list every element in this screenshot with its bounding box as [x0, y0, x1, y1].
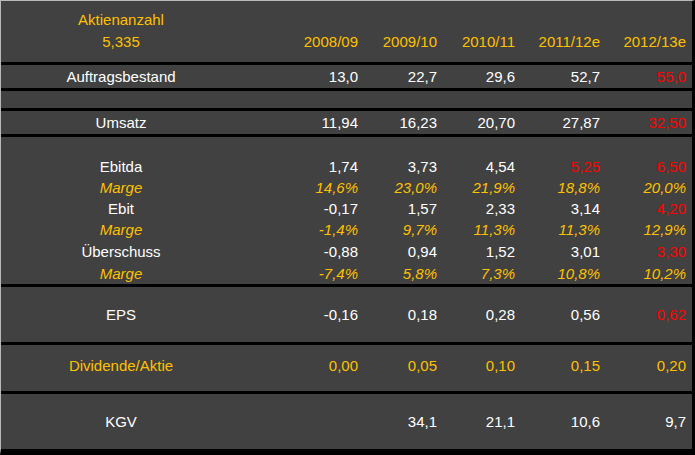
cell-value: 12,9% — [606, 221, 692, 238]
cell-value-estimate: 6,50 — [606, 158, 692, 175]
cell-value: 21,1 — [443, 413, 521, 430]
row-kgv: KGV 34,1 21,1 10,6 9,7 — [1, 413, 692, 430]
shares-label-row: Aktienanzahl — [1, 8, 692, 30]
cell-value: 23,0% — [364, 179, 443, 196]
cell-value: 0,94 — [364, 243, 443, 260]
cell-value: 11,94 — [241, 114, 364, 131]
financial-table-sheet: Aktienanzahl 5,335 2008/09 2009/10 2010/… — [0, 0, 695, 455]
cell-value: 0,56 — [521, 306, 606, 323]
row-eps: EPS -0,16 0,18 0,28 0,56 0,62 — [1, 306, 692, 323]
row-ueberschuss: Überschuss -0,88 0,94 1,52 3,01 3,30 — [1, 240, 692, 262]
cell-value: 10,2% — [606, 265, 692, 282]
cell-value: 34,1 — [364, 413, 443, 430]
cell-value: 3,14 — [521, 200, 606, 217]
row-ebit: Ebit -0,17 1,57 2,33 3,14 4,20 — [1, 198, 692, 219]
cell-value: -7,4% — [241, 265, 364, 282]
cell-value: 20,0% — [606, 179, 692, 196]
row-marge-ebitda: Marge 14,6% 23,0% 21,9% 18,8% 20,0% — [1, 177, 692, 198]
cell-value: 29,6 — [443, 68, 521, 85]
cell-value: 3,01 — [521, 243, 606, 260]
row-label: Ebitda — [1, 158, 241, 175]
cell-value: 0,20 — [606, 357, 692, 374]
cell-value: 21,9% — [443, 179, 521, 196]
cell-value: 16,23 — [364, 114, 443, 131]
cell-value: 22,7 — [364, 68, 443, 85]
cell-value: 7,3% — [443, 265, 521, 282]
row-dividende: Dividende/Aktie 0,00 0,05 0,10 0,15 0,20 — [1, 357, 692, 374]
row-ebitda: Ebitda 1,74 3,73 4,54 5,25 6,50 — [1, 156, 692, 177]
cell-value: 0,05 — [364, 357, 443, 374]
row-label: Überschuss — [1, 243, 241, 260]
row-marge-ebit: Marge -1,4% 9,7% 11,3% 11,3% 12,9% — [1, 219, 692, 240]
cell-value: 0,00 — [241, 357, 364, 374]
spacer-band — [1, 91, 692, 108]
row-label: KGV — [1, 413, 241, 430]
column-header-2012-13e: 2012/13e — [606, 33, 692, 50]
cell-value-estimate: 0,62 — [606, 306, 692, 323]
cell-value-estimate: 3,30 — [606, 243, 692, 260]
cell-value-estimate: 4,20 — [606, 200, 692, 217]
row-label: EPS — [1, 306, 241, 323]
cell-value: -0,88 — [241, 243, 364, 260]
cell-value: 27,87 — [521, 114, 606, 131]
cell-value: 1,74 — [241, 158, 364, 175]
shares-label: Aktienanzahl — [1, 11, 241, 28]
row-label: Dividende/Aktie — [1, 357, 241, 374]
row-label: Ebit — [1, 200, 241, 217]
section-kgv: KGV 34,1 21,1 10,6 9,7 — [1, 394, 692, 449]
column-header-2010-11: 2010/11 — [443, 33, 521, 50]
cell-value: -0,16 — [241, 306, 364, 323]
column-header-2009-10: 2009/10 — [364, 33, 443, 50]
cell-value: 11,3% — [521, 221, 606, 238]
cell-value-estimate: 32,50 — [606, 114, 692, 131]
cell-value: 1,57 — [364, 200, 443, 217]
row-umsatz: Umsatz 11,94 16,23 20,70 27,87 32,50 — [1, 111, 692, 134]
cell-value: 0,18 — [364, 306, 443, 323]
table-header: Aktienanzahl 5,335 2008/09 2009/10 2010/… — [1, 1, 692, 62]
row-label: Marge — [1, 221, 241, 238]
column-header-row: 5,335 2008/09 2009/10 2010/11 2011/12e 2… — [1, 30, 692, 52]
cell-value: 20,70 — [443, 114, 521, 131]
column-header-2008-09: 2008/09 — [241, 33, 364, 50]
cell-value: 14,6% — [241, 179, 364, 196]
cell-value: -1,4% — [241, 221, 364, 238]
column-header-2011-12e: 2011/12e — [521, 33, 606, 50]
cell-value: 4,54 — [443, 158, 521, 175]
cell-value: 2,33 — [443, 200, 521, 217]
shares-value: 5,335 — [1, 33, 241, 50]
cell-value: 9,7 — [606, 413, 692, 430]
cell-value: 0,10 — [443, 357, 521, 374]
cell-value: 3,73 — [364, 158, 443, 175]
section-eps: EPS -0,16 0,18 0,28 0,56 0,62 — [1, 287, 692, 342]
cell-value: 52,7 — [521, 68, 606, 85]
cell-value: 0,28 — [443, 306, 521, 323]
row-marge-ueberschuss: Marge -7,4% 5,8% 7,3% 10,8% 10,2% — [1, 262, 692, 284]
row-label: Umsatz — [1, 114, 241, 131]
row-label: Marge — [1, 265, 241, 282]
cell-value: 10,8% — [521, 265, 606, 282]
cell-value-estimate: 55,0 — [606, 68, 692, 85]
cell-value: 11,3% — [443, 221, 521, 238]
row-label: Auftragsbestand — [1, 68, 241, 85]
cell-value: 0,15 — [521, 357, 606, 374]
section-dividende: Dividende/Aktie 0,00 0,05 0,10 0,15 0,20 — [1, 345, 692, 391]
spacer-band — [1, 137, 692, 156]
cell-value: 10,6 — [521, 413, 606, 430]
row-auftragsbestand: Auftragsbestand 13,0 22,7 29,6 52,7 55,0 — [1, 65, 692, 88]
cell-value: 9,7% — [364, 221, 443, 238]
cell-value: 1,52 — [443, 243, 521, 260]
cell-value: 13,0 — [241, 68, 364, 85]
cell-value: 18,8% — [521, 179, 606, 196]
cell-value-estimate: 5,25 — [521, 158, 606, 175]
cell-value: 5,8% — [364, 265, 443, 282]
row-label: Marge — [1, 179, 241, 196]
cell-value: -0,17 — [241, 200, 364, 217]
